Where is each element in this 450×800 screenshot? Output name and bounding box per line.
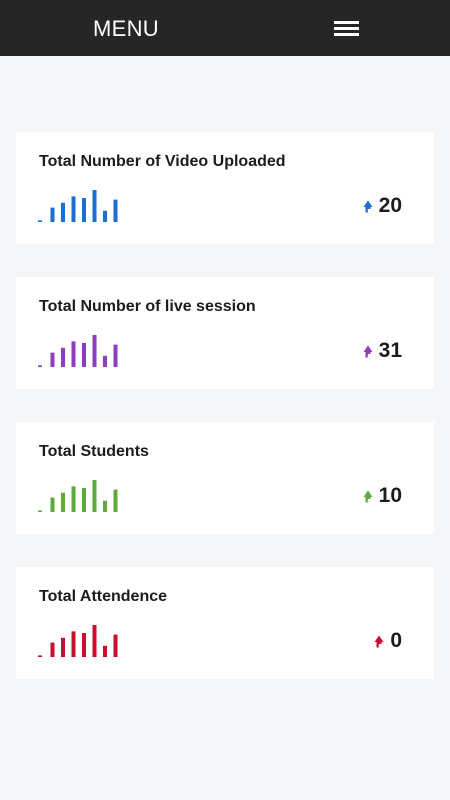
stat-value: 10	[378, 484, 402, 507]
stat-value-group: 0	[374, 629, 402, 653]
stat-value-group: 31	[363, 339, 402, 363]
stat-card-students[interactable]: Total Students 10	[16, 422, 434, 534]
sparkline-bar	[50, 642, 55, 657]
sparkline-bar	[113, 199, 118, 222]
sparkline-bar	[103, 210, 107, 222]
card-title: Total Number of Video Uploaded	[39, 153, 286, 170]
sparkline-bar	[103, 500, 107, 512]
sparkline-bar	[71, 486, 76, 512]
sparkline-bar	[50, 352, 55, 367]
sparkline-bar	[61, 347, 65, 367]
sparkline-bar	[50, 207, 55, 222]
trend-up-arrow-icon	[363, 345, 373, 358]
trend-up-arrow-icon	[374, 635, 384, 648]
menu-title[interactable]: MENU	[93, 16, 159, 41]
stat-card-live-sessions[interactable]: Total Number of live session 31	[16, 277, 434, 389]
hamburger-line	[334, 21, 359, 24]
sparkline-chart-icon	[38, 480, 118, 512]
card-title: Total Students	[39, 443, 149, 460]
sparkline-bar	[113, 489, 118, 512]
sparkline-chart-icon	[38, 190, 118, 222]
sparkline-bar	[38, 365, 42, 367]
sparkline-bar	[113, 344, 118, 367]
sparkline-bar	[103, 645, 107, 657]
stat-card-attendance[interactable]: Total Attendence 0	[16, 567, 434, 679]
sparkline-bar	[38, 655, 42, 657]
hamburger-line	[334, 27, 359, 30]
sparkline-bar	[92, 335, 97, 367]
stat-card-videos[interactable]: Total Number of Video Uploaded 20	[16, 132, 434, 244]
top-app-bar: MENU	[0, 0, 450, 56]
sparkline-bar	[71, 196, 76, 222]
sparkline-bar	[61, 202, 65, 222]
stat-value: 20	[378, 194, 402, 217]
sparkline-bar	[113, 634, 118, 657]
sparkline-bar	[82, 343, 86, 367]
sparkline-bar	[82, 198, 86, 222]
hamburger-line	[334, 33, 359, 36]
sparkline-bar	[71, 631, 76, 657]
sparkline-bar	[82, 488, 86, 512]
sparkline-chart-icon	[38, 335, 118, 367]
sparkline-bar	[38, 510, 42, 512]
sparkline-bar	[38, 220, 42, 222]
sparkline-bar	[92, 190, 97, 222]
sparkline-bar	[50, 497, 55, 512]
stat-value: 31	[378, 339, 402, 362]
trend-up-arrow-icon	[363, 200, 373, 213]
stat-value-group: 10	[363, 484, 402, 508]
sparkline-bar	[92, 480, 97, 512]
hamburger-icon[interactable]	[334, 21, 359, 39]
sparkline-bar	[82, 633, 86, 657]
stat-value: 0	[390, 629, 402, 652]
card-title: Total Attendence	[39, 588, 168, 605]
sparkline-bar	[61, 637, 65, 657]
card-title: Total Number of live session	[39, 298, 256, 315]
sparkline-bar	[103, 355, 107, 367]
sparkline-bar	[71, 341, 76, 367]
sparkline-bar	[61, 492, 65, 512]
trend-up-arrow-icon	[363, 490, 373, 503]
sparkline-chart-icon	[38, 625, 118, 657]
sparkline-bar	[92, 625, 97, 657]
stat-value-group: 20	[363, 194, 402, 218]
